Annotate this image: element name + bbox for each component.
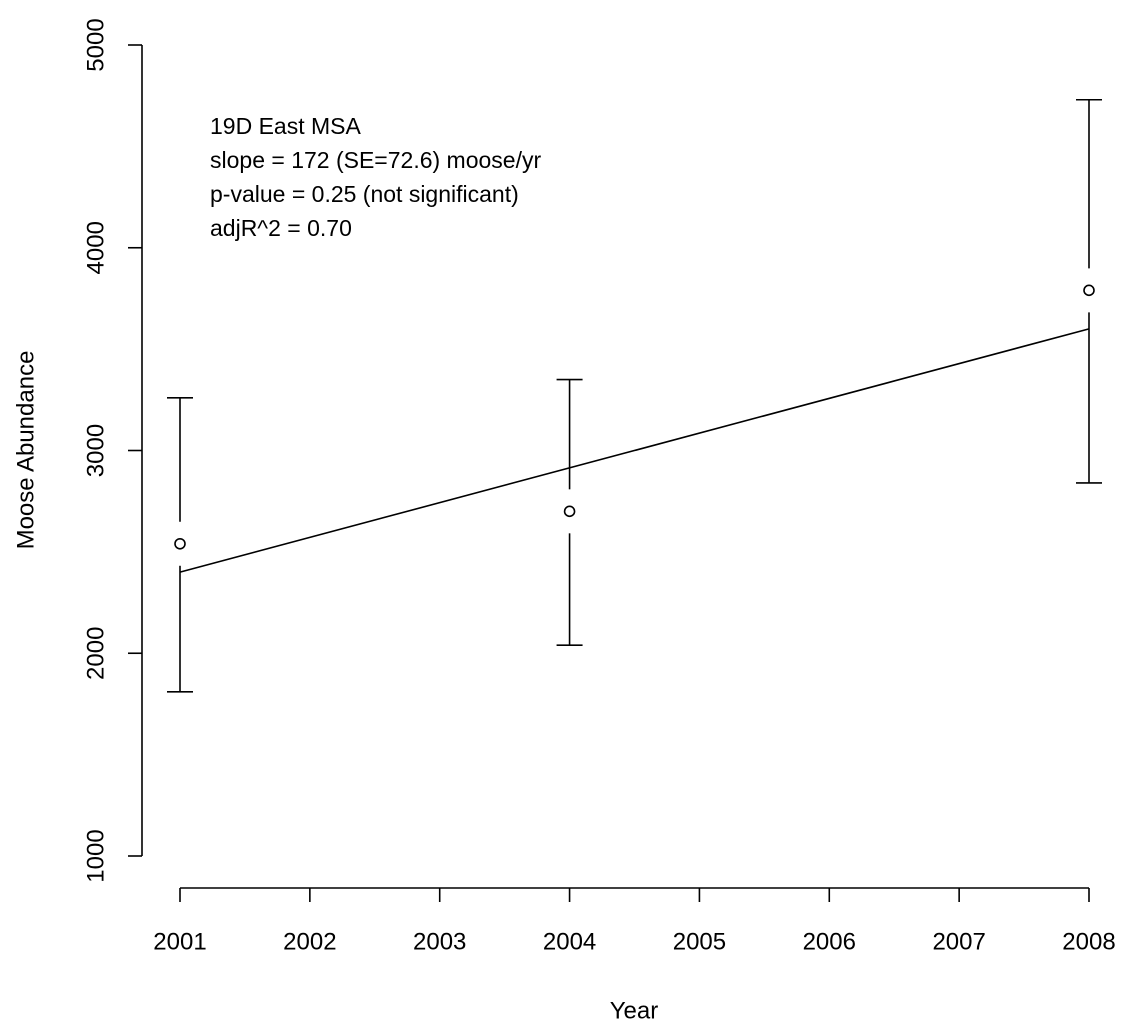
fit-line	[179, 328, 1090, 573]
y-tick-label: 4000	[82, 221, 109, 274]
x-tick-label: 2004	[543, 928, 596, 955]
x-tick-label: 2008	[1062, 928, 1115, 955]
x-tick-label: 2005	[673, 928, 726, 955]
point	[563, 505, 576, 518]
x-axis-label: Year	[610, 997, 659, 1023]
annotation: 19D East MSA	[210, 113, 361, 139]
annotation: slope = 172 (SE=72.6) moose/yr	[210, 147, 541, 173]
annotation: p-value = 0.25 (not significant)	[210, 181, 519, 207]
y-tick-label: 1000	[82, 829, 109, 882]
point	[174, 537, 186, 550]
y-axis-label: Moose Abundance	[12, 351, 39, 550]
point	[1083, 284, 1095, 297]
y-tick-label: 5000	[82, 18, 109, 71]
annotation: adjR^2 = 0.70	[210, 215, 352, 241]
x-tick-label: 2006	[803, 928, 856, 955]
y-tick-label: 3000	[82, 424, 109, 477]
x-tick-label: 2003	[413, 928, 466, 955]
x-tick-label: 2001	[153, 928, 206, 955]
x-tick-label: 2007	[932, 928, 985, 955]
y-tick-label: 2000	[82, 627, 109, 680]
x-tick-label: 2002	[283, 928, 336, 955]
